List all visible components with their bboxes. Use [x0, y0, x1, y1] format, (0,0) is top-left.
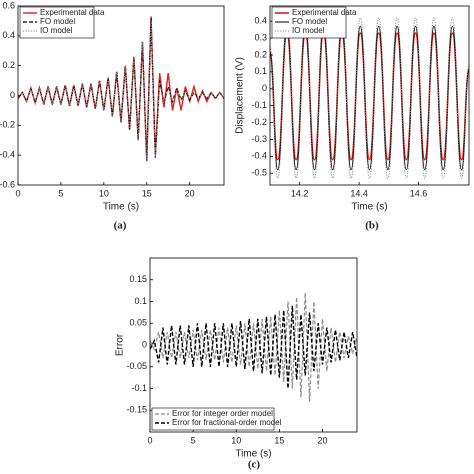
y-tick-label: -0.2: [251, 117, 267, 127]
y-tick-label: 0.1: [254, 66, 267, 76]
x-tick-label: 5: [58, 188, 63, 198]
y-tick-label: -0.15: [126, 405, 147, 415]
legend-label: FO model: [40, 17, 75, 26]
x-tick-label: 14.6: [410, 188, 428, 198]
y-tick-label: 0.2: [254, 49, 267, 59]
x-tick-label: 0: [15, 188, 20, 198]
y-axis-label: Error: [115, 333, 126, 356]
y-tick-label: -0.1: [251, 100, 267, 110]
y-tick-label: 0.4: [254, 16, 267, 26]
axes-frame: [269, 5, 470, 186]
x-tick-label: 0: [147, 435, 152, 445]
y-tick-label: -0.4: [251, 151, 267, 161]
y-axis-label: Displacement (V): [235, 57, 246, 134]
series-line: [150, 292, 357, 402]
y-tick-label: -0.05: [126, 361, 147, 371]
y-tick-label: -0.1: [131, 383, 147, 393]
plot-area: [18, 16, 224, 162]
y-tick-label: 0.4: [2, 30, 15, 40]
caption: (a): [114, 220, 127, 232]
y-tick-label: 0.1: [134, 296, 147, 306]
x-axis-label: Time (s): [103, 202, 139, 213]
y-tick-label: -0.4: [0, 150, 15, 160]
y-tick-label: 0: [142, 339, 147, 349]
caption: (c): [248, 459, 261, 471]
y-tick-label: -0.2: [0, 120, 15, 130]
x-tick-label: 20: [185, 188, 195, 198]
y-tick-label: 0.6: [2, 0, 15, 10]
legend-label: Error for fractional-order model: [172, 418, 282, 427]
x-tick-label: 14.4: [350, 188, 368, 198]
y-tick-label: 0.2: [2, 60, 15, 70]
y-tick-label: 0: [262, 83, 267, 93]
x-tick-label: 14.2: [291, 188, 309, 198]
plot-area: [270, 17, 469, 179]
y-tick-label: -0.6: [0, 179, 15, 189]
x-tick-label: 20: [317, 435, 327, 445]
legend-label: Error for integer order model: [172, 409, 273, 418]
series-line: [18, 20, 224, 162]
y-tick-label: -0.5: [251, 168, 267, 178]
y-tick-label: 0.15: [129, 274, 147, 284]
axes-frame: [149, 257, 358, 433]
x-tick-label: 10: [231, 435, 241, 445]
series-line: [18, 17, 224, 162]
x-tick-label: 15: [274, 435, 284, 445]
x-axis-label: Time (s): [351, 202, 387, 213]
x-axis-label: Time (s): [235, 449, 271, 460]
legend-box: [151, 407, 275, 431]
legend-label: FO model: [292, 17, 327, 26]
x-tick-label: 15: [142, 188, 152, 198]
plot-area: [150, 292, 357, 402]
caption: (b): [365, 220, 379, 232]
y-tick-label: 0: [10, 90, 15, 100]
legend-label: Experimental data: [40, 8, 105, 17]
y-tick-label: 0.05: [129, 318, 147, 328]
x-tick-label: 5: [191, 435, 196, 445]
panel: 0 5 10 15 20 -0.6 -0.4 -0.2 0 0.2 0.4 0.6 Time (s) (a…: [0, 0, 225, 232]
y-tick-label: 0.3: [254, 32, 267, 42]
series-line: [270, 17, 469, 179]
x-tick-label: 10: [99, 188, 109, 198]
panel: 0 5 10 15 20 -0.15 -0.1 -0.05 0 0.05 0.1 0.15 Time (…: [115, 257, 358, 471]
legend-label: Experimental data: [292, 8, 357, 17]
legend-label: IO model: [292, 26, 325, 35]
legend-label: IO model: [40, 26, 73, 35]
panel: 14.2 14.4 14.6 -0.5 -0.4 -0.3 -0.2 -0.1 0 0.1 0.2 0…: [235, 5, 470, 232]
series-line: [150, 305, 357, 389]
y-tick-label: -0.3: [251, 134, 267, 144]
